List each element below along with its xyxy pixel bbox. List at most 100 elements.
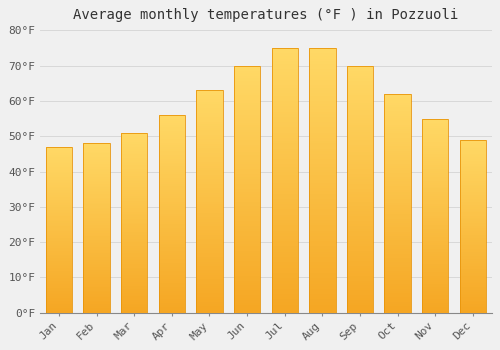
Bar bbox=[158, 115, 185, 117]
Bar bbox=[234, 169, 260, 172]
Bar bbox=[158, 251, 185, 253]
Bar bbox=[158, 236, 185, 238]
Bar bbox=[272, 59, 298, 61]
Bar bbox=[347, 286, 373, 288]
Bar bbox=[460, 228, 486, 230]
Bar bbox=[196, 150, 222, 153]
Bar bbox=[196, 159, 222, 161]
Bar bbox=[309, 178, 336, 180]
Bar bbox=[460, 311, 486, 313]
Bar bbox=[422, 132, 448, 134]
Bar bbox=[272, 154, 298, 156]
Bar bbox=[347, 308, 373, 310]
Bar bbox=[384, 135, 411, 138]
Bar bbox=[422, 235, 448, 237]
Bar bbox=[309, 236, 336, 239]
Bar bbox=[121, 180, 148, 181]
Bar bbox=[196, 299, 222, 302]
Bar bbox=[158, 214, 185, 216]
Bar bbox=[158, 198, 185, 200]
Bar bbox=[158, 115, 185, 313]
Bar bbox=[460, 273, 486, 275]
Bar bbox=[384, 232, 411, 234]
Bar bbox=[384, 170, 411, 173]
Bar bbox=[121, 304, 148, 306]
Bar bbox=[158, 256, 185, 257]
Bar bbox=[158, 156, 185, 159]
Bar bbox=[460, 292, 486, 294]
Bar bbox=[46, 187, 72, 188]
Bar bbox=[84, 272, 110, 274]
Bar bbox=[234, 206, 260, 209]
Bar bbox=[384, 240, 411, 243]
Bar bbox=[158, 202, 185, 204]
Bar bbox=[196, 184, 222, 186]
Bar bbox=[347, 204, 373, 206]
Bar bbox=[272, 289, 298, 292]
Bar bbox=[46, 261, 72, 263]
Bar bbox=[460, 167, 486, 169]
Bar bbox=[347, 214, 373, 216]
Bar bbox=[196, 193, 222, 195]
Bar bbox=[422, 286, 448, 287]
Bar bbox=[272, 80, 298, 83]
Bar bbox=[196, 108, 222, 110]
Bar bbox=[234, 241, 260, 244]
Bar bbox=[460, 198, 486, 200]
Bar bbox=[347, 98, 373, 100]
Bar bbox=[234, 182, 260, 184]
Bar bbox=[84, 218, 110, 219]
Bar bbox=[309, 292, 336, 294]
Bar bbox=[422, 204, 448, 206]
Bar bbox=[121, 190, 148, 192]
Bar bbox=[196, 195, 222, 197]
Bar bbox=[384, 236, 411, 238]
Bar bbox=[46, 160, 72, 162]
Bar bbox=[384, 177, 411, 179]
Bar bbox=[422, 148, 448, 150]
Bar bbox=[460, 254, 486, 256]
Bar bbox=[196, 284, 222, 286]
Bar bbox=[196, 168, 222, 170]
Bar bbox=[196, 161, 222, 164]
Bar bbox=[422, 169, 448, 171]
Bar bbox=[196, 295, 222, 297]
Bar bbox=[347, 132, 373, 135]
Bar bbox=[460, 195, 486, 197]
Bar bbox=[84, 150, 110, 152]
Bar bbox=[347, 251, 373, 253]
Bar bbox=[460, 297, 486, 299]
Bar bbox=[84, 189, 110, 191]
Bar bbox=[121, 237, 148, 239]
Bar bbox=[46, 223, 72, 225]
Bar bbox=[158, 303, 185, 305]
Bar bbox=[234, 300, 260, 303]
Bar bbox=[121, 165, 148, 167]
Bar bbox=[196, 226, 222, 228]
Bar bbox=[309, 51, 336, 53]
Bar bbox=[347, 253, 373, 256]
Bar bbox=[422, 297, 448, 299]
Bar bbox=[234, 78, 260, 80]
Bar bbox=[347, 93, 373, 95]
Bar bbox=[121, 275, 148, 276]
Bar bbox=[121, 176, 148, 178]
Bar bbox=[384, 262, 411, 265]
Bar bbox=[272, 109, 298, 112]
Bar bbox=[121, 178, 148, 180]
Bar bbox=[196, 241, 222, 244]
Bar bbox=[384, 168, 411, 170]
Bar bbox=[84, 196, 110, 197]
Bar bbox=[272, 90, 298, 93]
Bar bbox=[196, 144, 222, 146]
Bar bbox=[460, 183, 486, 185]
Bar bbox=[460, 223, 486, 224]
Bar bbox=[158, 162, 185, 164]
Bar bbox=[46, 157, 72, 159]
Bar bbox=[234, 273, 260, 275]
Bar bbox=[309, 106, 336, 109]
Bar bbox=[422, 165, 448, 167]
Bar bbox=[460, 231, 486, 233]
Bar bbox=[309, 122, 336, 125]
Bar bbox=[460, 287, 486, 288]
